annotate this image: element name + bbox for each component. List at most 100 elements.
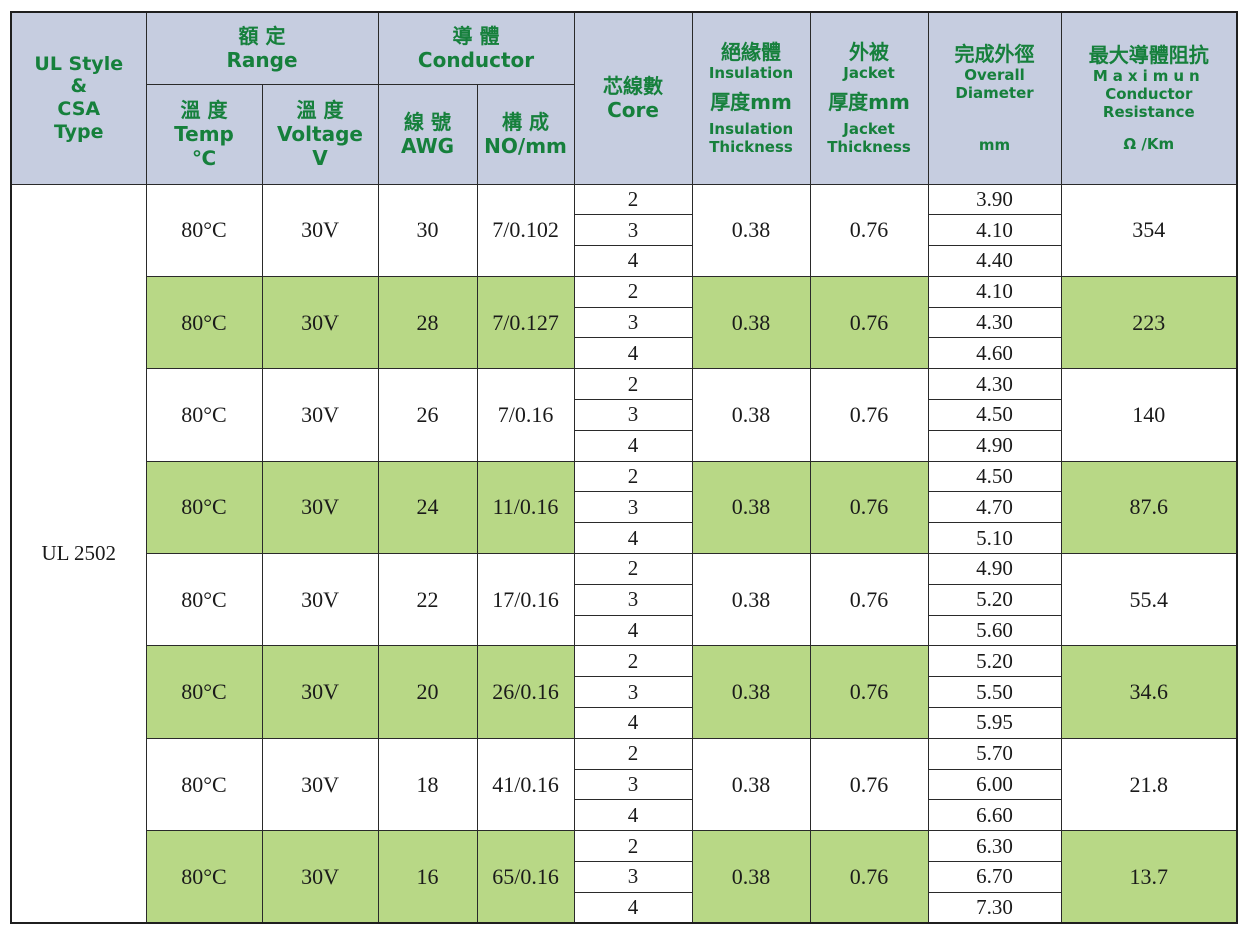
- insulation-cell: 0.38: [691, 553, 811, 647]
- header-core-zh: 芯線數: [603, 74, 664, 99]
- header-style-line3: CSA: [57, 98, 101, 121]
- diameter-cell: 6.60: [927, 799, 1062, 832]
- construction-cell: 11/0.16: [476, 460, 575, 555]
- style-cell: UL 2502: [10, 183, 147, 924]
- temp-cell: 80°C: [145, 830, 263, 924]
- insulation-cell: 0.38: [691, 368, 811, 462]
- construction-cell: 41/0.16: [476, 737, 575, 832]
- core-cell: 4: [573, 799, 693, 832]
- table-row: 80°C 30V 26 7/0.16 2 0.38 0.76 4.30 140: [11, 368, 1238, 462]
- construction-cell: 65/0.16: [476, 830, 575, 924]
- header-awg-zh: 線 號: [404, 110, 451, 134]
- construction-cell: 7/0.102: [476, 183, 575, 277]
- diameter-cell: 4.60: [927, 337, 1062, 370]
- header-resistance-unit: Ω /Km: [1123, 135, 1175, 154]
- header-jacket-en2a: Jacket: [843, 120, 895, 139]
- table-row: 3 4.10: [11, 214, 1237, 247]
- awg-cell: 26: [377, 368, 478, 462]
- core-cell: 2: [573, 830, 693, 863]
- table-row: 80°C 30V 18 41/0.16 2 0.38 0.76 5.70 21.8: [11, 737, 1238, 832]
- diameter-cell: 6.70: [927, 861, 1062, 893]
- header-resistance: 最大導體阻抗 Maximun Conductor Resistance Ω /K…: [1060, 11, 1238, 185]
- table-row: 80°C 30V 24 11/0.16 2 0.38 0.76 4.50 87.6: [11, 460, 1238, 555]
- table-row: 4 4.40: [11, 245, 1237, 277]
- temp-cell: 80°C: [145, 553, 263, 647]
- header-core: 芯線數 Core: [573, 11, 693, 185]
- table-row: 4 4.90: [11, 429, 1237, 462]
- header-range-en: Range: [226, 48, 298, 73]
- table-row: 4 6.60: [11, 799, 1237, 832]
- temp-cell: 80°C: [145, 368, 263, 462]
- header-jacket: 外被 Jacket 厚度mm Jacket Thickness: [809, 11, 929, 185]
- jacket-cell: 0.76: [809, 183, 929, 277]
- insulation-cell: 0.38: [691, 645, 811, 739]
- diameter-cell: 5.70: [927, 737, 1062, 770]
- diameter-cell: 4.70: [927, 491, 1062, 524]
- voltage-cell: 30V: [261, 737, 379, 832]
- core-cell: 3: [573, 583, 693, 616]
- jacket-cell: 0.76: [809, 830, 929, 924]
- table-row: 4 7.30: [11, 891, 1237, 924]
- awg-cell: 16: [377, 830, 478, 924]
- header-awg-en: AWG: [400, 134, 455, 158]
- voltage-cell: 30V: [261, 460, 379, 555]
- diameter-cell: 4.30: [927, 368, 1062, 401]
- core-cell: 2: [573, 368, 693, 401]
- core-cell: 2: [573, 645, 693, 678]
- header-jacket-zh2: 厚度mm: [828, 90, 910, 115]
- diameter-cell: 4.50: [927, 460, 1062, 493]
- table-row: 3 5.50: [11, 676, 1237, 709]
- temp-cell: 80°C: [145, 275, 263, 370]
- header-insulation-zh2: 厚度mm: [710, 90, 792, 115]
- core-cell: 3: [573, 491, 693, 524]
- header-diameter-en-a: Overall: [964, 66, 1025, 85]
- header-insulation-en: Insulation: [708, 64, 794, 83]
- table-row: 3 6.00: [11, 768, 1237, 801]
- jacket-cell: 0.76: [809, 737, 929, 832]
- header-temp-unit: ℃: [191, 146, 217, 170]
- resistance-cell: 87.6: [1060, 460, 1238, 555]
- header-conductor-zh: 導 體: [452, 24, 500, 49]
- header-core-en: Core: [607, 98, 659, 123]
- core-cell: 3: [573, 676, 693, 709]
- header-resistance-en-c: Resistance: [1102, 103, 1195, 122]
- core-cell: 2: [573, 737, 693, 770]
- temp-cell: 80°C: [145, 737, 263, 832]
- resistance-cell: 34.6: [1060, 645, 1238, 739]
- diameter-cell: 5.20: [927, 583, 1062, 616]
- resistance-cell: 140: [1060, 368, 1238, 462]
- voltage-cell: 30V: [261, 183, 379, 277]
- core-cell: 4: [573, 614, 693, 647]
- temp-cell: 80°C: [145, 183, 263, 277]
- header-construction-en: NO/mm: [484, 134, 567, 158]
- header-jacket-en2b: Thickness: [827, 138, 911, 157]
- core-cell: 2: [573, 553, 693, 585]
- insulation-cell: 0.38: [691, 737, 811, 832]
- header-diameter-zh: 完成外徑: [954, 42, 1035, 67]
- resistance-cell: 223: [1060, 275, 1238, 370]
- diameter-cell: 6.00: [927, 768, 1062, 801]
- voltage-cell: 30V: [261, 553, 379, 647]
- temp-cell: 80°C: [145, 460, 263, 555]
- table-row: 3 4.30: [11, 306, 1237, 339]
- awg-cell: 24: [377, 460, 478, 555]
- header-range: 額 定 Range: [145, 11, 379, 85]
- header-voltage-en: Voltage: [277, 122, 363, 146]
- header-jacket-zh: 外被: [849, 40, 890, 65]
- jacket-cell: 0.76: [809, 368, 929, 462]
- temp-cell: 80°C: [145, 645, 263, 739]
- table-row: 80°C 30V 28 7/0.127 2 0.38 0.76 4.10 223: [11, 275, 1238, 370]
- table-row: 4 5.95: [11, 707, 1237, 739]
- awg-cell: 18: [377, 737, 478, 832]
- construction-cell: 7/0.127: [476, 275, 575, 370]
- resistance-cell: 55.4: [1060, 553, 1238, 647]
- resistance-cell: 13.7: [1060, 830, 1238, 924]
- header-diameter-unit: mm: [978, 136, 1011, 155]
- awg-cell: 22: [377, 553, 478, 647]
- core-cell: 4: [573, 429, 693, 462]
- awg-cell: 30: [377, 183, 478, 277]
- core-cell: 2: [573, 460, 693, 493]
- table-row: 80°C 30V 16 65/0.16 2 0.38 0.76 6.30 13.7: [11, 830, 1238, 924]
- voltage-cell: 30V: [261, 275, 379, 370]
- voltage-cell: 30V: [261, 368, 379, 462]
